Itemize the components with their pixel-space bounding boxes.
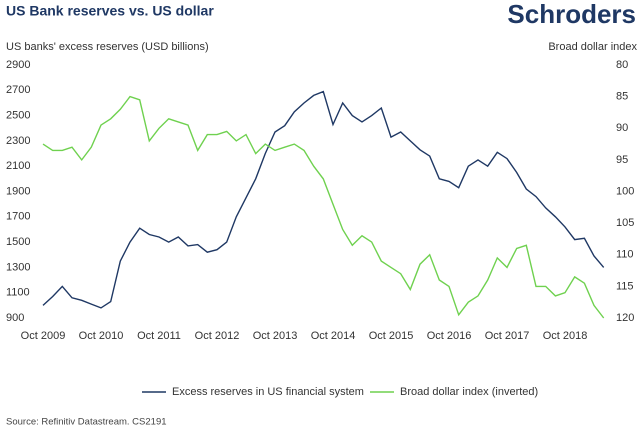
y-axis-label: US banks' excess reserves (USD billions) xyxy=(6,41,209,53)
source-note: Source: Refinitiv Datastream. CS2191 xyxy=(6,417,167,428)
y2-tick-label: 100 xyxy=(616,185,634,197)
y-tick-label: 1700 xyxy=(6,211,30,223)
y2-tick-label: 115 xyxy=(616,280,634,292)
y2-tick-label: 90 xyxy=(616,122,628,134)
x-tick-label: Oct 2016 xyxy=(427,330,472,342)
y-tick-label: 1300 xyxy=(6,261,30,273)
x-tick-label: Oct 2014 xyxy=(311,330,356,342)
series-line xyxy=(42,90,605,309)
brand-logo: Schroders xyxy=(507,0,636,29)
y2-tick-label: 120 xyxy=(616,312,634,324)
y-tick-label: 2500 xyxy=(6,110,30,122)
chart-title: US Bank reserves vs. US dollar xyxy=(6,3,214,19)
y-tick-label: 2900 xyxy=(6,59,30,71)
y-tick-label: 1500 xyxy=(6,236,30,248)
x-tick-label: Oct 2012 xyxy=(195,330,240,342)
x-tick-label: Oct 2018 xyxy=(543,330,588,342)
y-tick-label: 2700 xyxy=(6,84,30,96)
y-tick-label: 900 xyxy=(6,312,24,324)
x-tick-label: Oct 2013 xyxy=(253,330,298,342)
x-tick-label: Oct 2011 xyxy=(137,330,181,342)
y-tick-label: 1900 xyxy=(6,185,30,197)
x-tick-label: Oct 2010 xyxy=(79,330,124,342)
y2-tick-label: 95 xyxy=(616,154,628,166)
y2-tick-label: 105 xyxy=(616,217,634,229)
legend-label: Excess reserves in US financial system xyxy=(172,386,364,398)
x-tick-label: Oct 2017 xyxy=(485,330,530,342)
legend-label: Broad dollar index (inverted) xyxy=(400,386,538,398)
y2-axis-label: Broad dollar index xyxy=(548,41,637,53)
y-tick-label: 2300 xyxy=(6,135,30,147)
x-tick-label: Oct 2009 xyxy=(21,330,66,342)
y2-tick-label: 85 xyxy=(616,91,628,103)
y2-tick-label: 80 xyxy=(616,59,628,71)
y2-tick-label: 110 xyxy=(616,249,634,261)
y-tick-label: 1100 xyxy=(6,287,30,299)
x-tick-label: Oct 2015 xyxy=(369,330,414,342)
series-line xyxy=(42,95,605,319)
y-tick-label: 2100 xyxy=(6,160,30,172)
